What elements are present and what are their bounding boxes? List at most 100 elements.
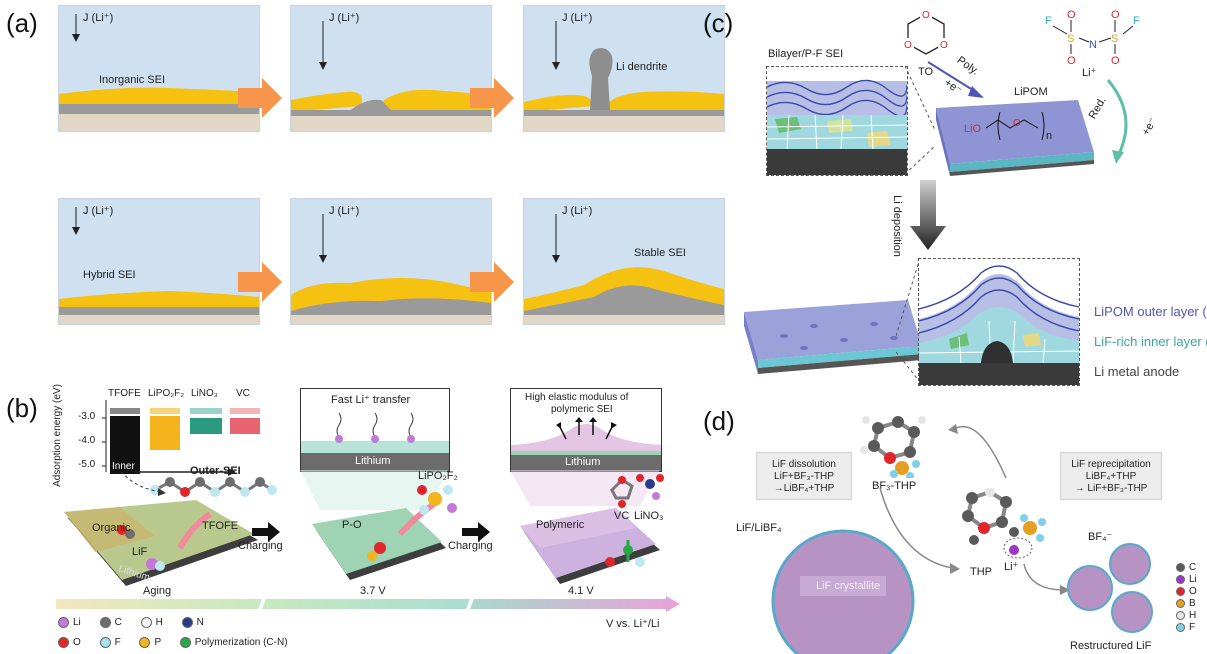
c-to-label: TO: [918, 66, 934, 78]
arrow-a3: [238, 262, 282, 302]
d-thp-label: THP: [970, 566, 992, 578]
a-cell-hybrid: J (Li⁺) Hybrid SEI: [58, 198, 260, 325]
b-legend-row-2: O F P Polymerization (C-N): [58, 637, 288, 648]
b-ytick-3: -3.0: [78, 411, 96, 422]
a-flux-label: J (Li⁺): [83, 12, 114, 24]
d-reprecip-line-3: → LiF+BF₃-THP: [1074, 483, 1148, 494]
b-fast-transfer-label: Fast Li⁺ transfer: [331, 394, 411, 406]
b-legend-item-c: C: [99, 617, 122, 628]
b-bar-label-tfofe: TFOFE: [108, 388, 141, 399]
d-bf4-label: BF₄⁻: [1088, 531, 1113, 543]
b-outer-label: Outer-SEI: [190, 465, 241, 477]
b-ytick-4: -4.0: [78, 435, 96, 446]
a-cell-hybrid-growth: J (Li⁺): [290, 198, 492, 325]
d-bf3thp-label: BF₃-THP: [872, 480, 917, 492]
b-lipo2f2-molecule: [417, 485, 457, 515]
b-vc-lino3-molecules: [610, 474, 664, 508]
d-thp-cluster: [962, 488, 1046, 559]
b-fast-transfer-box: Fast Li⁺ transfer Lithium: [300, 388, 450, 472]
c-to-molecule: O O O: [902, 8, 950, 55]
panel-c-label: (c): [703, 8, 734, 38]
b-ytick-5: -5.0: [78, 459, 96, 470]
c-red-arrow: [1106, 79, 1128, 164]
d-restructured-spheres: [1067, 543, 1153, 633]
b-voltage-axis: [56, 596, 680, 612]
b-high-modulus-box: High elastic modulus of polymeric SEI Li…: [510, 388, 662, 472]
panel-b-label: (b): [6, 393, 38, 423]
c-outer-layer-label: LiPOM outer layer (P): [1094, 304, 1207, 319]
c-lipom-slab: LiO O: [936, 100, 1094, 176]
b-legend-item-f: F: [99, 637, 121, 648]
d-dissolution-line-3: →LiBF₄+THP: [773, 483, 835, 494]
d-legend-item-o: O: [1176, 586, 1206, 598]
a-cell-inorganic: J (Li⁺) Inorganic SEI: [58, 5, 260, 132]
b-legend-item-li: Li: [58, 617, 81, 628]
a-flux-label: J (Li⁺): [562, 12, 593, 24]
c-bilayer-label: Bilayer/P-F SEI: [768, 48, 844, 60]
svg-text:O: O: [904, 40, 912, 51]
d-lif-crystallite: [771, 529, 915, 654]
d-lif-libf4-label: LiF/LiBF₄: [736, 522, 782, 534]
d-li-plus-label: Li⁺: [1004, 561, 1019, 573]
c-lipom-label: LiPOM: [1014, 86, 1048, 98]
b-legend-item-polymerization: Polymerization (C-N): [179, 637, 288, 648]
b-lif-label: LiF: [132, 546, 148, 558]
svg-text:S: S: [1111, 33, 1118, 45]
a-inorganic-label: Inorganic SEI: [99, 74, 166, 86]
d-legend-item-li: Li: [1176, 574, 1206, 586]
d-dissolution-box: LiF dissolution LiF+BF₃-THP →LiBF₄+THP: [756, 452, 852, 500]
arrow-a2: [470, 78, 514, 118]
arrow-a1: [238, 78, 282, 118]
a-flux-label: J (Li⁺): [329, 205, 360, 217]
d-legend-item-f: F: [1176, 622, 1206, 634]
d-dissolution-line-2: LiF+BF₃-THP: [774, 471, 834, 482]
c-deposition-label: Li deposition: [890, 195, 903, 257]
c-bilayer-zoom: [766, 66, 908, 176]
b-axis-label: V vs. Li⁺/Li: [606, 618, 660, 630]
svg-text:F: F: [1133, 15, 1140, 27]
d-bf3thp-molecule: [860, 416, 926, 478]
b-stage-4v1: 4.1 V: [568, 585, 594, 597]
svg-text:O: O: [922, 10, 930, 21]
d-restructured-label: Restructured LiF: [1070, 640, 1152, 652]
d-restructure-arrow: [1023, 563, 1070, 595]
b-lipo2f2-label: LiPO₂F₂: [418, 470, 458, 482]
svg-text:O: O: [1067, 55, 1076, 67]
svg-text:S: S: [1067, 33, 1074, 45]
c-deposited-zoom: [918, 258, 1080, 386]
b-bar-label-lipo2f2: LiPO₂F₂: [148, 388, 185, 399]
b-aging-block: Organic LiF TFOFE Lithium: [60, 488, 260, 588]
svg-text:LiO: LiO: [964, 123, 982, 135]
d-dissolution-line-1: LiF dissolution: [772, 459, 836, 470]
arrow-a4: [470, 262, 514, 302]
b-organic-label: Organic: [92, 522, 131, 534]
c-n-label: n: [1046, 130, 1053, 142]
d-legend-item-c: C: [1176, 562, 1206, 574]
b-dashed-arrow: [113, 461, 166, 496]
d-legend-item-b: B: [1176, 598, 1206, 610]
b-legend-item-o: O: [58, 637, 81, 648]
b-polymeric-label: Polymeric: [536, 519, 585, 531]
b-bar-label-vc: VC: [236, 388, 250, 399]
b-high-modulus-1: High elastic modulus of: [525, 392, 629, 403]
a-stable-label: Stable SEI: [634, 247, 686, 259]
svg-text:O: O: [940, 40, 948, 51]
b-vc-label: VC: [614, 510, 630, 522]
c-poly-arrow: [927, 61, 984, 98]
b-tfofe-molecule: [150, 477, 277, 497]
a-hybrid-label: Hybrid SEI: [83, 269, 136, 281]
d-legend-item-h: H: [1176, 610, 1206, 622]
b-bar-label-lino3: LiNO₃: [191, 388, 218, 399]
c-anode-label: Li metal anode: [1094, 364, 1180, 379]
b-3v7-block: [300, 470, 448, 580]
b-lino3-label: LiNO₃: [634, 510, 664, 522]
panel-a-label: (a): [6, 8, 38, 38]
a-flux-label: J (Li⁺): [329, 12, 360, 24]
a-flux-label: J (Li⁺): [562, 205, 593, 217]
svg-text:N: N: [1089, 39, 1097, 51]
c-zoom-lines: [905, 65, 936, 175]
d-reprecipitation-box: LiF reprecipitation LiBF₄+THP → LiF+BF₃-…: [1060, 452, 1162, 500]
panel-d-label: (d): [703, 406, 735, 436]
b-adsorption-chart: TFOFE LiPO₂F₂ LiNO₃ VC -3.0 -4.0 -5.0 Ad…: [48, 384, 263, 488]
a-flux-label: J (Li⁺): [83, 205, 114, 217]
